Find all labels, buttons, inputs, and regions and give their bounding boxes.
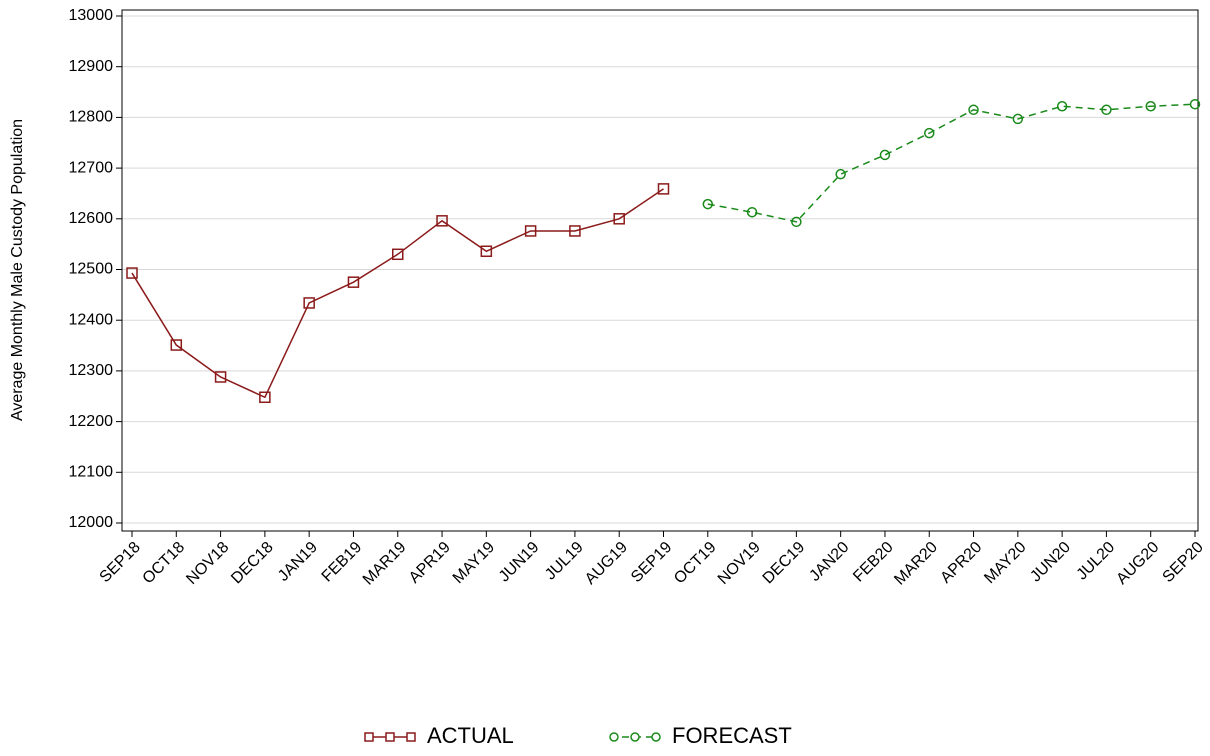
x-tick-label: JUL20 xyxy=(1074,539,1119,584)
x-tick-label: DEC19 xyxy=(760,539,809,588)
marker xyxy=(347,276,360,288)
marker xyxy=(835,168,846,180)
marker xyxy=(746,206,758,218)
x-tick-label: NOV19 xyxy=(715,539,764,588)
x-tick-label: MAR19 xyxy=(360,539,410,589)
x-tick-label: JUL19 xyxy=(542,539,587,584)
legend-marker xyxy=(364,732,374,742)
legend-marker xyxy=(385,732,395,742)
series-line xyxy=(131,188,664,399)
x-tick-label: AUG19 xyxy=(582,539,631,588)
x-tick-label: SEP19 xyxy=(628,539,675,586)
y-tick-label: 13000 xyxy=(69,7,114,24)
legend-marker xyxy=(609,732,619,742)
x-tick-label: JUN20 xyxy=(1027,539,1074,586)
y-tick-label: 12600 xyxy=(69,210,114,227)
marker xyxy=(791,216,802,228)
marker xyxy=(214,371,227,383)
legend-label: FORECAST xyxy=(672,723,792,748)
x-tick-label: MAR20 xyxy=(891,539,941,589)
plot-frame xyxy=(121,9,1199,532)
marker xyxy=(126,267,138,279)
marker xyxy=(569,225,581,237)
marker xyxy=(1145,100,1156,112)
marker xyxy=(259,391,271,404)
x-tick-label: MAY19 xyxy=(450,539,498,587)
x-tick-label: JAN20 xyxy=(806,539,852,585)
y-tick-label: 12800 xyxy=(69,109,114,126)
y-tick-label: 12700 xyxy=(69,159,114,176)
marker xyxy=(1012,113,1024,125)
x-tick-label: OCT19 xyxy=(671,539,720,588)
x-tick-label: MAY20 xyxy=(981,539,1029,587)
marker xyxy=(1101,104,1112,116)
legend-marker xyxy=(630,732,640,742)
marker xyxy=(524,225,537,237)
series-line xyxy=(707,103,1196,223)
marker xyxy=(657,183,670,195)
y-tick-label: 12400 xyxy=(69,311,114,328)
x-tick-label: JUN19 xyxy=(496,539,543,586)
marker xyxy=(436,215,448,227)
marker xyxy=(392,248,404,261)
marker xyxy=(968,104,979,116)
x-tick-label: OCT18 xyxy=(140,539,189,588)
legend-marker xyxy=(651,732,661,742)
x-tick-label: APR19 xyxy=(406,539,454,587)
marker xyxy=(1056,100,1068,112)
legend-marker xyxy=(406,732,416,742)
marker xyxy=(879,149,891,161)
marker xyxy=(303,297,315,309)
marker xyxy=(924,127,935,139)
marker xyxy=(170,339,183,351)
y-tick-label: 12100 xyxy=(69,464,114,481)
x-tick-label: NOV18 xyxy=(183,539,232,588)
marker xyxy=(1189,98,1201,110)
y-tick-label: 12000 xyxy=(69,514,114,531)
y-tick-label: 12900 xyxy=(69,58,114,75)
marker xyxy=(480,245,493,257)
y-axis-label: Average Monthly Male Custody Population xyxy=(9,119,26,421)
y-tick-label: 12500 xyxy=(69,261,114,278)
x-tick-label: JAN19 xyxy=(275,539,321,585)
x-tick-label: FEB20 xyxy=(850,539,897,586)
x-tick-label: SEP20 xyxy=(1160,539,1207,586)
x-tick-label: DEC18 xyxy=(228,539,277,588)
y-tick-label: 12200 xyxy=(69,413,114,430)
x-tick-label: SEP18 xyxy=(97,539,144,586)
legend-label: ACTUAL xyxy=(427,723,514,748)
marker xyxy=(613,213,625,225)
x-tick-label: AUG20 xyxy=(1113,539,1162,588)
x-tick-label: APR20 xyxy=(937,539,985,587)
y-tick-label: 12300 xyxy=(69,362,114,379)
x-tick-label: FEB19 xyxy=(319,539,366,586)
marker xyxy=(702,198,714,210)
